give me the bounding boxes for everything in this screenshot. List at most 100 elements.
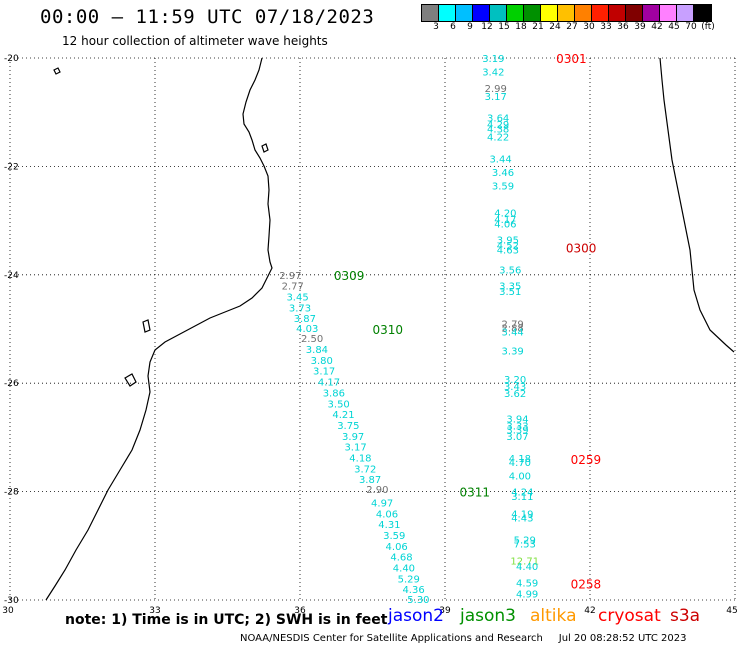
satellite-legend-jason2: jason2: [388, 606, 444, 626]
wave-height-value: 3.44: [502, 328, 524, 339]
wave-height-value: 7.53: [514, 540, 536, 551]
colorbar-swatch: [541, 5, 558, 21]
africa-coastline: [45, 57, 273, 601]
colorbar-swatch: [439, 5, 456, 21]
wave-height-value: 3.87: [359, 475, 381, 486]
colorbar-swatch: [626, 5, 643, 21]
map-grid: [9, 57, 736, 601]
colorbar-swatch: [609, 5, 626, 21]
wave-height-value: 3.62: [504, 389, 526, 400]
wave-height-value: 4.03: [296, 324, 318, 335]
wave-height-value: 4.00: [509, 471, 531, 482]
wave-height-value: 4.38: [487, 124, 509, 135]
wave-height-value: 3.43: [504, 382, 526, 393]
wave-height-value: 3.07: [506, 432, 528, 443]
pass-time-label: 0309: [334, 269, 365, 283]
wave-height-value: 3.50: [328, 399, 350, 410]
pass-time-label: 0300: [566, 242, 597, 256]
wave-height-value: 3.19: [482, 54, 504, 65]
colorbar-swatch: [422, 5, 439, 21]
colorbar-swatch: [575, 5, 592, 21]
colorbar-swatch: [643, 5, 660, 21]
wave-height-value: 3.75: [337, 421, 359, 432]
longitude-tick-label: 39: [439, 606, 451, 616]
satellite-legend-jason3: jason3: [460, 606, 516, 626]
wave-height-value: 4.68: [390, 553, 412, 564]
wave-height-value: 3.46: [492, 168, 514, 179]
wave-height-value: 3.64: [487, 114, 509, 125]
wave-height-value: 3.80: [311, 356, 333, 367]
wave-height-value: 4.36: [402, 585, 424, 596]
satellite-legend-cryosat: cryosat: [598, 606, 661, 626]
wave-height-value: 2.79: [502, 320, 524, 331]
colorbar-label: 42: [651, 22, 663, 32]
longitude-tick-label: 36: [294, 606, 306, 616]
wave-height-value: 3.51: [499, 287, 521, 298]
latitude-tick-label: -22: [4, 162, 19, 172]
colorbar-label: 3: [433, 22, 439, 32]
map-title: 00:00 – 11:59 UTC 07/18/2023: [40, 6, 375, 28]
colorbar-label: 9: [467, 22, 473, 32]
wave-height-value: 4.43: [511, 514, 533, 525]
longitude-tick-label: 30: [2, 606, 14, 616]
wave-height-value: 4.97: [371, 498, 393, 509]
wave-height-value: 3.73: [289, 303, 311, 314]
colorbar-swatch: [524, 5, 541, 21]
latitude-tick-label: -24: [4, 271, 19, 281]
island-1: [53, 67, 61, 75]
colorbar-swatch: [490, 5, 507, 21]
colorbar-label: 6: [450, 22, 456, 32]
wave-height-value: 4.99: [516, 589, 538, 600]
wave-height-value: 3.44: [489, 154, 511, 165]
wave-height-value: 3.84: [306, 345, 328, 356]
colorbar-swatch: [507, 5, 524, 21]
wave-height-value: 3.95: [497, 236, 519, 247]
colorbar-swatch: [677, 5, 694, 21]
wave-height-value: 3.94: [506, 414, 528, 425]
colorbar-label: 15: [498, 22, 510, 32]
longitude-tick-label: 42: [584, 606, 595, 616]
latitude-tick-label: -30: [4, 596, 19, 606]
colorbar-swatch: [473, 5, 490, 21]
wave-height-value: 3.59: [492, 181, 514, 192]
map-subtitle: 12 hour collection of altimeter wave hei…: [62, 34, 328, 48]
wave-height-value: 2.88: [502, 323, 524, 334]
wave-height-value: 12.71: [510, 556, 539, 567]
wave-height-value: 3.39: [506, 425, 528, 436]
wave-height-value: 4.59: [516, 579, 538, 590]
colorbar-label: 33: [600, 22, 612, 32]
wave-height-value: 4.70: [509, 458, 531, 469]
axis-labels: 30 33 36 39 42 45 -20 -22 -24 -26 -28 -30: [2, 54, 737, 616]
wave-height-value: 2.50: [301, 334, 323, 345]
colorbar-label: 30: [583, 22, 595, 32]
madagascar-coastline: [659, 57, 735, 353]
pass-time-label: 0259: [571, 453, 602, 467]
wave-height-value: 2.99: [485, 84, 507, 95]
colorbar-label: 27: [566, 22, 578, 32]
pass-time-label: 0301: [556, 52, 587, 66]
wave-height-value: 4.29: [487, 120, 509, 131]
colorbar-labels: 3 6 9 12 15 18 21 24 27 30 33 36 39 42 45 70 (ft): [421, 22, 740, 34]
wave-height-value: 3.35: [499, 282, 521, 293]
wave-height-value: 2.90: [366, 485, 388, 496]
colorbar-label: 39: [634, 22, 646, 32]
longitude-tick-label: 33: [149, 606, 160, 616]
wave-height-colorbar: [421, 4, 712, 22]
wave-height-value: 4.20: [494, 208, 516, 219]
wave-height-value: 2.77: [282, 282, 304, 293]
wave-height-value: 3.33: [506, 421, 528, 432]
wave-height-value: 5.30: [407, 595, 429, 606]
colorbar-label: 21: [532, 22, 544, 32]
wave-height-value: 4.06: [376, 509, 398, 520]
wave-height-value: 4.18: [349, 453, 371, 464]
colorbar-swatch: [456, 5, 473, 21]
wave-height-value: 3.59: [383, 531, 405, 542]
wave-height-value: 2.97: [279, 271, 301, 282]
wave-height-value: 3.56: [499, 265, 521, 276]
colorbar-swatch: [592, 5, 609, 21]
pass-time-label: 0310: [373, 323, 404, 337]
colorbar-label: 70: [685, 22, 697, 32]
colorbar-swatch: [660, 5, 677, 21]
wave-height-value: 3.17: [344, 443, 366, 454]
